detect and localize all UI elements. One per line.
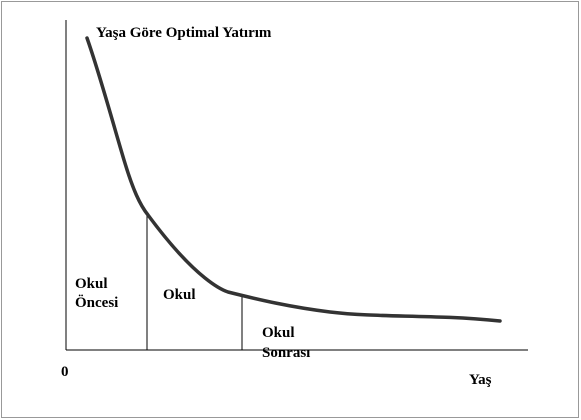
region-label: Sonrası (262, 345, 310, 361)
investment-curve (85, 36, 502, 323)
region-label: Okul (262, 325, 295, 341)
origin-label: 0 (61, 364, 69, 380)
x-axis-label: Yaş (469, 372, 492, 388)
region-label: Okul (163, 287, 196, 303)
region-label: Öncesi (75, 294, 118, 311)
title: Yaşa Göre Optimal Yatırım (96, 25, 272, 41)
region-label: Okul (75, 276, 108, 292)
